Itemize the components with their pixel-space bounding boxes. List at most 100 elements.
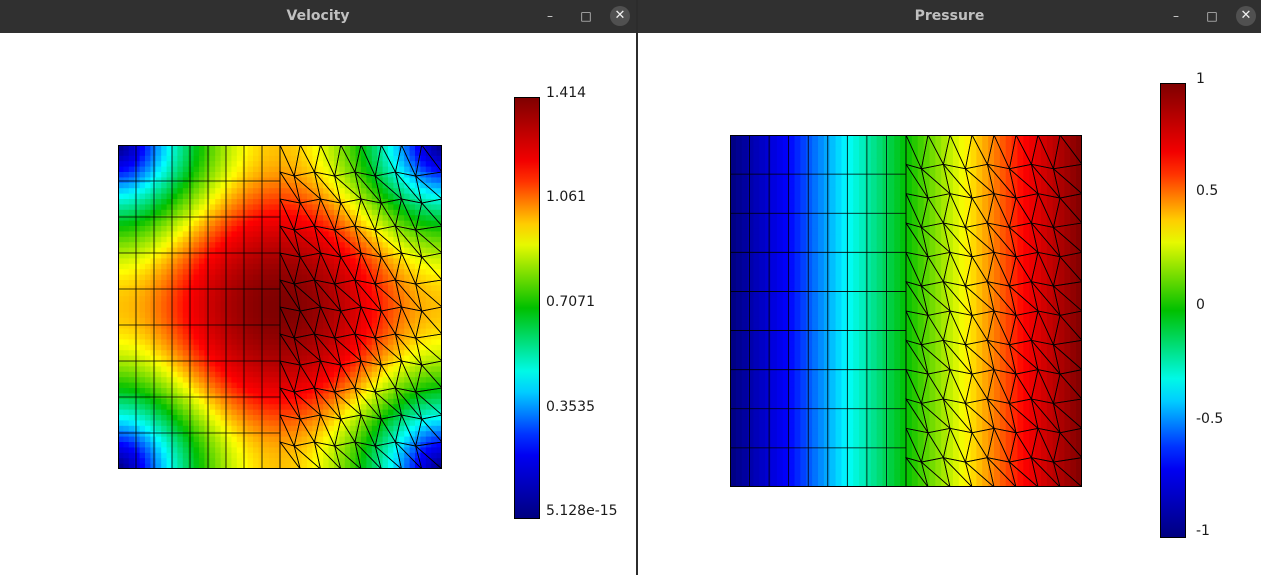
field-cell (425, 431, 432, 438)
field-cell (730, 422, 737, 429)
field-cell (812, 164, 819, 171)
field-cell (404, 193, 411, 200)
field-cell (765, 281, 772, 289)
field-cell (361, 371, 367, 378)
field-cell (425, 263, 432, 270)
field-cell (247, 296, 254, 303)
field-cell (366, 350, 373, 357)
field-cell (747, 217, 755, 224)
field-cell (274, 242, 281, 249)
field-cell (420, 431, 427, 438)
field-cell (285, 361, 292, 367)
field-cell (823, 328, 831, 336)
field-cell (771, 375, 778, 382)
field-cell (782, 146, 790, 154)
field-cell (420, 145, 427, 151)
field-cell (350, 409, 357, 416)
close-button[interactable]: ✕ (1236, 6, 1256, 26)
minimize-button[interactable]: – (1173, 9, 1179, 23)
field-cell (150, 285, 157, 292)
field-cell (236, 166, 243, 173)
field-cell (425, 328, 432, 335)
field-cell (735, 404, 743, 412)
close-button[interactable]: ✕ (610, 6, 630, 26)
field-cell (735, 311, 743, 318)
field-cell (134, 150, 141, 157)
field-cell (150, 236, 157, 243)
field-cell (398, 209, 405, 216)
field-cell (258, 317, 265, 324)
pressure-canvas[interactable]: 1 0.5 0 -0.5 -1 (638, 33, 1261, 575)
colorbar-tick-label: 1.061 (546, 189, 587, 205)
field-cell (204, 328, 211, 335)
field-cell (285, 388, 292, 394)
velocity-field-plot[interactable] (118, 145, 442, 469)
field-cell (226, 193, 232, 200)
field-cell (794, 135, 801, 142)
field-cell (139, 382, 146, 389)
velocity-canvas[interactable]: 1.414 1.061 0.7071 0.3535 5.128e-15 (0, 33, 636, 575)
field-cell (220, 226, 227, 232)
field-cell (829, 369, 837, 377)
field-cell (436, 155, 442, 162)
field-cell (765, 170, 772, 177)
field-cell (829, 346, 837, 353)
field-cell (312, 420, 319, 427)
field-cell (771, 451, 778, 459)
field-cell (177, 155, 184, 162)
field-cell (730, 299, 737, 306)
field-cell (134, 458, 141, 465)
field-cell (371, 236, 378, 243)
field-cell (753, 281, 760, 289)
field-cell (409, 209, 416, 216)
field-cell (361, 215, 367, 222)
field-cell (290, 393, 297, 400)
field-cell (328, 447, 335, 454)
field-cell (145, 366, 151, 373)
field-cell (355, 339, 362, 346)
maximize-button[interactable]: □ (580, 9, 592, 23)
field-cell (382, 312, 389, 319)
field-cell (182, 371, 189, 378)
field-cell (182, 328, 189, 335)
velocity-titlebar[interactable]: Velocity – □ ✕ (0, 0, 636, 33)
field-cell (172, 285, 178, 292)
field-cell (134, 377, 141, 384)
field-cell (263, 285, 270, 292)
field-cell (800, 334, 807, 341)
field-cell (139, 317, 146, 324)
field-cell (172, 371, 178, 378)
field-cell (285, 209, 292, 216)
field-cell (269, 463, 276, 469)
field-cell (150, 269, 157, 276)
field-cell (355, 150, 362, 157)
field-cell (296, 377, 303, 384)
field-cell (431, 307, 438, 313)
pressure-window[interactable]: Pressure – □ ✕ 1 0.5 0 -0.5 -1 (638, 0, 1261, 575)
field-cell (161, 415, 168, 421)
minimize-button[interactable]: – (547, 9, 553, 23)
field-cell (172, 280, 178, 286)
field-cell (382, 296, 389, 303)
field-cell (182, 296, 189, 303)
field-cell (172, 307, 178, 313)
maximize-button[interactable]: □ (1206, 9, 1218, 23)
pressure-titlebar[interactable]: Pressure – □ ✕ (638, 0, 1261, 33)
field-cell (145, 388, 151, 394)
velocity-window[interactable]: Velocity – □ ✕ 1.414 1.061 0.7071 0.3535… (0, 0, 636, 575)
field-cell (188, 377, 195, 384)
pressure-field-plot[interactable] (730, 135, 1082, 487)
field-cell (812, 158, 819, 165)
field-cell (361, 452, 367, 459)
field-cell (188, 155, 195, 162)
field-cell (226, 161, 232, 168)
field-cell (247, 458, 254, 465)
field-cell (829, 381, 837, 388)
field-cell (290, 420, 297, 427)
field-cell (263, 199, 270, 205)
field-cell (215, 161, 222, 168)
field-cell (355, 452, 362, 459)
field-cell (161, 263, 168, 270)
field-cell (776, 223, 784, 230)
field-cell (339, 463, 346, 469)
